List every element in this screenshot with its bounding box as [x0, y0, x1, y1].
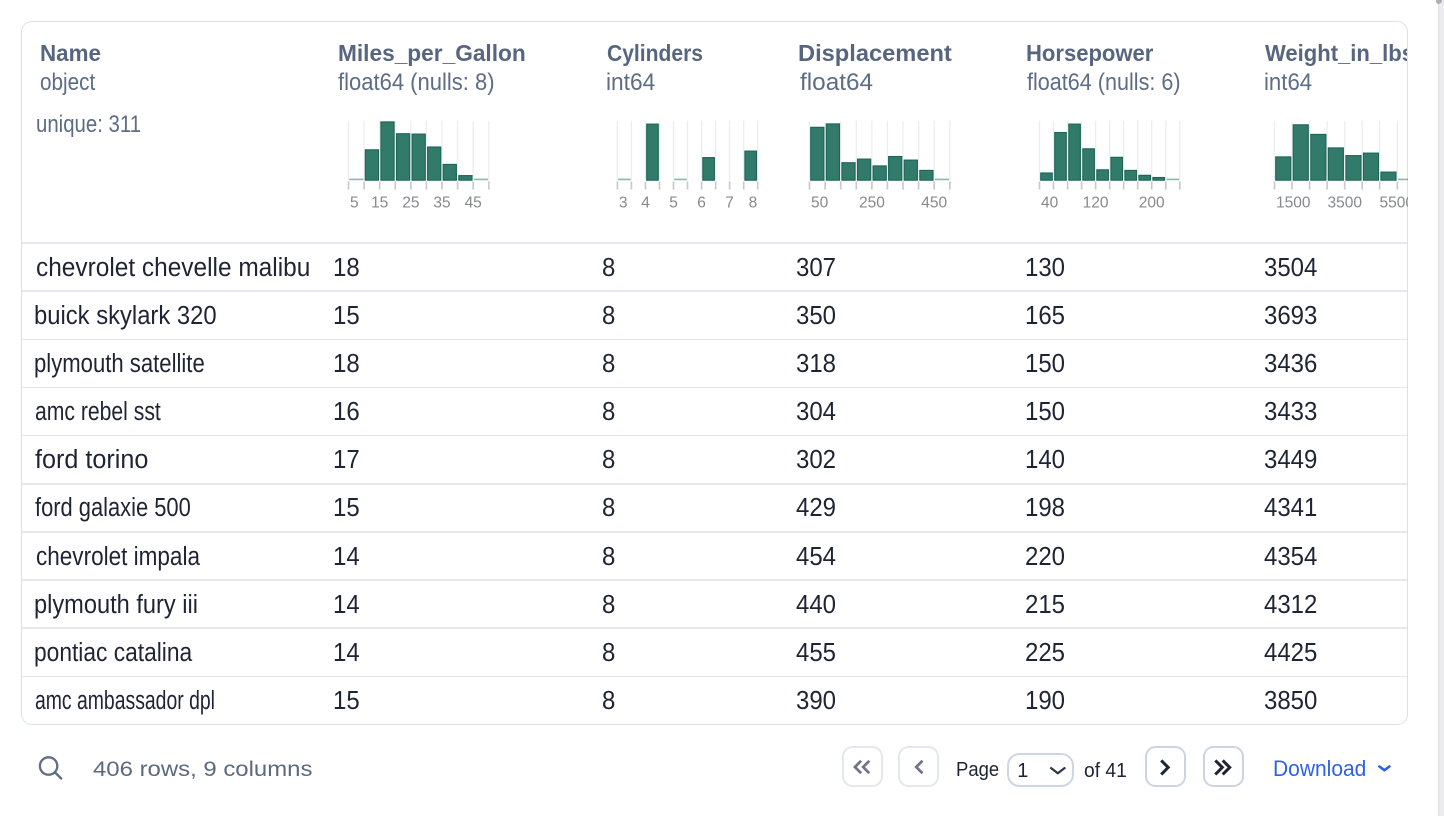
svg-text:3500: 3500 [1327, 195, 1362, 212]
svg-text:200: 200 [1139, 195, 1165, 212]
svg-text:6: 6 [697, 195, 706, 212]
svg-text:5: 5 [669, 195, 678, 212]
svg-text:45: 45 [465, 195, 482, 212]
svg-text:35: 35 [433, 195, 450, 212]
svg-text:7: 7 [725, 195, 734, 212]
svg-text:120: 120 [1083, 195, 1109, 212]
svg-text:15: 15 [371, 195, 388, 212]
svg-text:1500: 1500 [1276, 195, 1311, 212]
svg-text:250: 250 [859, 195, 885, 212]
svg-text:25: 25 [402, 195, 419, 212]
svg-text:5500: 5500 [1380, 195, 1409, 212]
svg-text:3: 3 [619, 195, 628, 212]
svg-text:5: 5 [350, 195, 359, 212]
svg-text:4: 4 [641, 195, 650, 212]
svg-text:40: 40 [1041, 195, 1059, 212]
svg-text:50: 50 [811, 195, 829, 212]
svg-text:450: 450 [921, 195, 947, 212]
svg-text:8: 8 [749, 195, 758, 212]
